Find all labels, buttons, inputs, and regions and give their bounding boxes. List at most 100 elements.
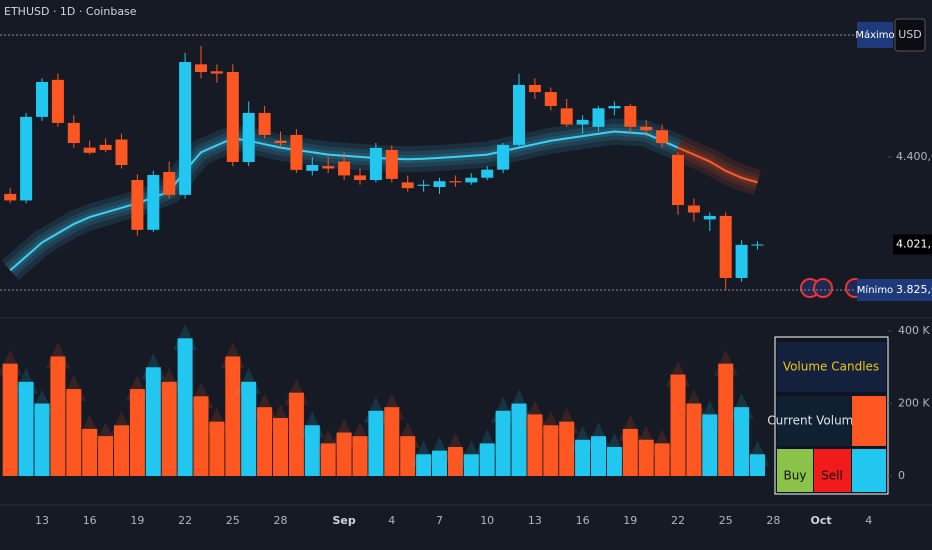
x-tick-label: Sep — [332, 514, 355, 527]
volume-bar — [511, 403, 527, 477]
last-price-box — [893, 234, 932, 255]
volume-bar — [66, 389, 82, 477]
volume-bar — [273, 418, 288, 477]
table-buy-swatch — [852, 449, 886, 492]
candle-body — [4, 193, 17, 201]
candle-body — [83, 147, 96, 153]
candle-body — [385, 149, 398, 179]
table-sell-cell — [814, 449, 851, 492]
volume-bar — [288, 392, 304, 477]
volume-bar — [638, 439, 654, 477]
volume-bar — [304, 425, 320, 477]
candle-body — [354, 175, 366, 181]
volume-bar — [336, 432, 352, 477]
volume-bar — [193, 396, 209, 477]
candle-body — [735, 244, 748, 278]
volume-bar — [50, 356, 66, 477]
x-tick-label: 16 — [83, 514, 97, 527]
volume-bar — [352, 436, 368, 477]
x-tick-label: 22 — [178, 514, 192, 527]
candle-body — [338, 161, 351, 176]
candle-body — [751, 244, 764, 246]
x-tick-label: 25 — [226, 514, 240, 527]
volume-bar — [734, 407, 750, 477]
candle-body — [481, 169, 494, 178]
x-tick-label: 19 — [130, 514, 144, 527]
volume-bar — [670, 374, 686, 477]
volume-bar — [527, 414, 543, 477]
table-title-cell — [777, 342, 886, 392]
x-tick-label: 4 — [388, 514, 395, 527]
volume-bar — [447, 447, 463, 477]
table-buy-cell — [777, 449, 813, 492]
chart-title: ETHUSD · 1D · Coinbase — [4, 5, 137, 18]
candle-body — [433, 181, 446, 188]
table-sell: Sell — [821, 469, 843, 483]
x-tick-label: 22 — [671, 514, 685, 527]
volume-bar — [82, 428, 98, 477]
candle-body — [258, 112, 271, 135]
volume-bar — [161, 381, 177, 477]
candle-body — [51, 79, 64, 123]
candle-body — [210, 71, 223, 74]
candle-body — [306, 165, 319, 171]
volume-bar — [654, 443, 670, 477]
volume-bar — [2, 363, 18, 477]
candle-body — [99, 144, 112, 150]
low-tag: Mínimo — [857, 284, 893, 296]
low-price: 3.825,00 — [896, 283, 932, 296]
candle-body — [544, 92, 557, 106]
candle-body — [67, 122, 80, 144]
volume-bar — [98, 436, 114, 477]
x-tick-label: 28 — [274, 514, 288, 527]
x-tick-label: Oct — [811, 514, 832, 527]
x-tick-label: 7 — [436, 514, 443, 527]
candle-body — [703, 215, 716, 220]
volume-bar — [209, 421, 225, 477]
low-price-box — [893, 278, 932, 301]
volume-bar — [750, 454, 765, 477]
volume-bar — [606, 447, 622, 477]
candle-body — [560, 108, 573, 125]
volume-bar — [718, 363, 734, 477]
x-tick-label: 16 — [576, 514, 590, 527]
volume-bar — [241, 381, 257, 477]
x-tick-label: 28 — [766, 514, 780, 527]
candle-body — [576, 119, 589, 125]
candle-body — [528, 84, 541, 93]
volume-bar — [575, 439, 591, 477]
flag[interactable] — [813, 278, 833, 298]
volume-bar — [114, 425, 129, 477]
candle-body — [242, 112, 255, 163]
volume-bar — [368, 410, 384, 477]
table-row-label: Current Volume — [767, 414, 861, 428]
table-row-cell — [777, 396, 851, 446]
candle-body — [417, 184, 430, 186]
volume-bar — [18, 381, 34, 477]
candle-body — [274, 140, 287, 144]
candle-body — [179, 62, 192, 195]
candle-body — [656, 130, 669, 144]
candle-body — [687, 205, 700, 213]
candle-body — [449, 181, 462, 183]
candle-body — [147, 174, 160, 230]
last-price: 4.021,52 — [896, 238, 932, 251]
candle-body — [226, 71, 239, 163]
volume-bar — [34, 403, 50, 477]
candle-body — [322, 166, 335, 169]
volume-bar — [320, 443, 336, 477]
candle-body — [640, 126, 653, 131]
candle-body — [290, 134, 303, 170]
currency[interactable]: USD — [898, 28, 922, 41]
volume-y-tick-label: 0 — [898, 469, 905, 482]
high-tag-box — [857, 21, 893, 48]
volume-bar — [463, 454, 479, 477]
x-tick-label: 10 — [480, 514, 494, 527]
candle-body — [624, 106, 637, 127]
volume-bar — [702, 414, 718, 477]
volume-table: Volume Candles Current Volume Buy Sell — [767, 336, 889, 495]
volume-bar — [400, 436, 416, 477]
volume-bar — [384, 407, 400, 477]
candle-body — [163, 171, 176, 195]
currency-box[interactable] — [894, 18, 926, 52]
